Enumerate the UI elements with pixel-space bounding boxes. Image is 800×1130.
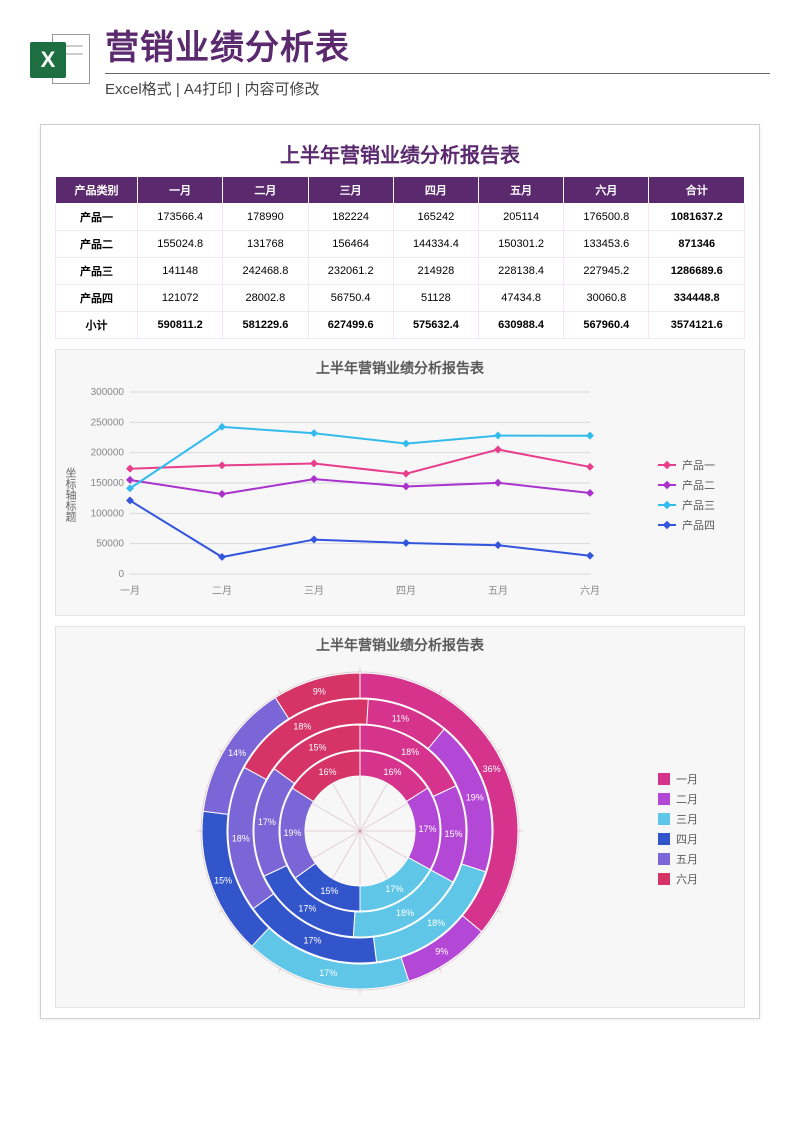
svg-text:17%: 17% [258, 817, 276, 827]
donut-chart-title: 上半年营销业绩分析报告表 [62, 635, 738, 655]
svg-text:15%: 15% [309, 743, 327, 753]
svg-text:9%: 9% [435, 946, 448, 956]
svg-text:16%: 16% [384, 767, 402, 777]
donut-chart-panel: 上半年营销业绩分析报告表 16% 17% 17% 15% 19% 16% 18% 15% 18%… [55, 626, 745, 1008]
svg-text:17%: 17% [298, 903, 316, 913]
svg-text:17%: 17% [418, 824, 436, 834]
svg-text:150000: 150000 [91, 478, 125, 489]
line-chart-title: 上半年营销业绩分析报告表 [62, 358, 738, 378]
report-title: 上半年营销业绩分析报告表 [55, 139, 745, 168]
legend-item: 三月 [658, 811, 738, 827]
svg-text:250000: 250000 [91, 417, 125, 428]
svg-text:15%: 15% [320, 886, 338, 896]
svg-text:五月: 五月 [488, 585, 508, 597]
template-subtitle: Excel格式 | A4打印 | 内容可修改 [105, 73, 770, 99]
excel-icon: X [30, 30, 90, 90]
svg-text:六月: 六月 [580, 585, 600, 597]
legend-item: 产品四 [658, 517, 738, 533]
table-row: 产品一173566.417899018222416524220511417650… [56, 204, 745, 231]
svg-text:19%: 19% [466, 793, 484, 803]
svg-text:11%: 11% [392, 714, 409, 724]
data-table: 产品类别一月二月三月四月五月六月合计 产品一173566.41789901822… [55, 176, 745, 339]
svg-text:18%: 18% [396, 908, 414, 918]
svg-text:19%: 19% [284, 828, 302, 838]
table-subtotal-row: 小计590811.2581229.6627499.6575632.4630988… [56, 312, 745, 339]
template-title: 营销业绩分析表 [105, 20, 770, 69]
legend-item: 六月 [658, 871, 738, 887]
line-chart-legend: 产品一产品二产品三产品四 [658, 453, 738, 537]
table-row: 产品二155024.8131768156464144334.4150301.21… [56, 231, 745, 258]
template-header: X 营销业绩分析表 Excel格式 | A4打印 | 内容可修改 [0, 0, 800, 109]
svg-text:18%: 18% [293, 721, 311, 731]
worksheet-preview: 上半年营销业绩分析报告表 产品类别一月二月三月四月五月六月合计 产品一17356… [40, 124, 760, 1019]
donut-chart: 16% 17% 17% 15% 19% 16% 18% 15% 18% 17% 17% 15% 11% 1… [150, 659, 570, 999]
svg-text:15%: 15% [214, 875, 232, 885]
table-row: 产品四12107228002.856750.45112847434.830060… [56, 285, 745, 312]
svg-text:50000: 50000 [96, 539, 124, 550]
svg-text:100000: 100000 [91, 508, 125, 519]
donut-chart-legend: 一月二月三月四月五月六月 [658, 767, 738, 891]
svg-text:17%: 17% [304, 936, 322, 946]
line-chart: 0 50000 100000 150000 200000 250000 300000 一月 二月… [80, 382, 600, 602]
svg-text:36%: 36% [483, 764, 501, 774]
legend-item: 产品二 [658, 477, 738, 493]
svg-text:17%: 17% [319, 968, 337, 978]
legend-item: 一月 [658, 771, 738, 787]
svg-text:17%: 17% [385, 884, 403, 894]
svg-text:16%: 16% [318, 767, 336, 777]
line-chart-panel: 上半年营销业绩分析报告表 坐标轴标题 0 50000 100000 150000 200… [55, 349, 745, 616]
svg-text:二月: 二月 [212, 585, 232, 597]
legend-item: 五月 [658, 851, 738, 867]
svg-text:300000: 300000 [91, 387, 125, 398]
svg-text:14%: 14% [228, 748, 246, 758]
svg-text:四月: 四月 [396, 585, 416, 597]
legend-item: 产品三 [658, 497, 738, 513]
table-row: 产品三141148242468.8232061.2214928228138.42… [56, 258, 745, 285]
legend-item: 四月 [658, 831, 738, 847]
svg-text:18%: 18% [401, 747, 419, 757]
svg-text:15%: 15% [444, 829, 462, 839]
line-chart-ylabel: 坐标轴标题 [62, 467, 80, 522]
svg-text:18%: 18% [427, 918, 445, 928]
legend-item: 产品一 [658, 457, 738, 473]
svg-text:9%: 9% [313, 686, 326, 696]
svg-text:0: 0 [118, 569, 124, 580]
legend-item: 二月 [658, 791, 738, 807]
svg-text:一月: 一月 [120, 585, 140, 597]
svg-text:200000: 200000 [91, 448, 125, 459]
svg-text:三月: 三月 [304, 585, 324, 597]
svg-text:18%: 18% [232, 834, 250, 844]
